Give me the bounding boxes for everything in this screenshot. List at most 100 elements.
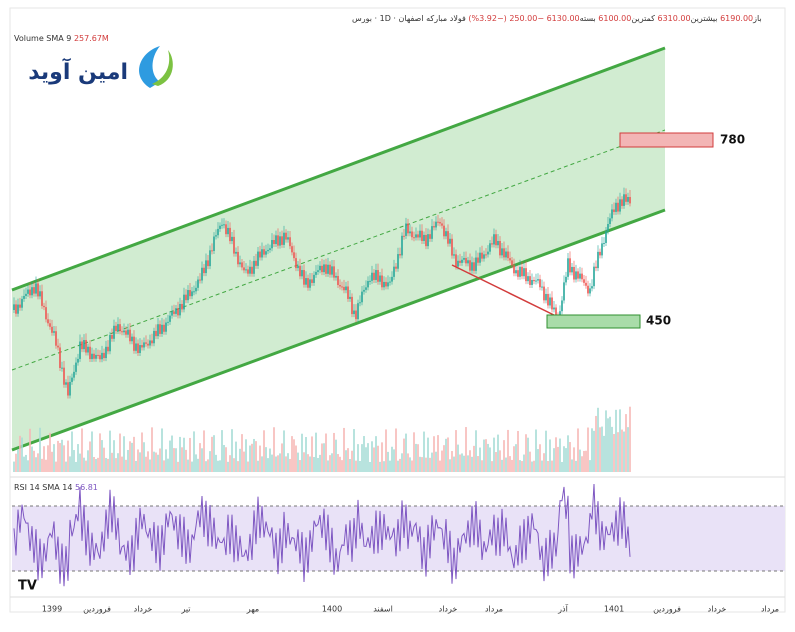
candle-body <box>291 246 293 253</box>
volume-bar <box>501 459 503 472</box>
candle-body <box>397 254 399 269</box>
candle-body <box>91 353 93 360</box>
volume-bar <box>597 407 599 472</box>
volume-bar <box>253 438 255 472</box>
candle-body <box>519 266 521 277</box>
candle-body <box>333 266 335 278</box>
volume-bar <box>341 460 343 472</box>
x-tick-label: خرداد <box>439 605 458 614</box>
candle-body <box>555 307 557 320</box>
candle-body <box>481 252 483 259</box>
volume-bar <box>513 446 515 472</box>
volume-bar <box>303 452 305 472</box>
candle-body <box>613 209 615 212</box>
candle-body <box>591 286 593 289</box>
volume-bar <box>27 460 29 472</box>
candle-body <box>273 240 275 244</box>
header-item: بیشترین <box>691 14 718 23</box>
volume-bar <box>359 460 361 472</box>
candle-body <box>233 236 235 254</box>
volume-bar <box>447 437 449 472</box>
volume-bar <box>167 458 169 472</box>
volume-bar <box>555 437 557 472</box>
candle-body <box>619 199 621 212</box>
volume-bar <box>289 458 291 472</box>
candle-body <box>251 266 253 274</box>
candle-body <box>459 260 461 263</box>
candle-body <box>567 258 569 277</box>
volume-bar <box>625 414 627 472</box>
candle-body <box>371 272 373 281</box>
candle-body <box>59 347 61 368</box>
candle-body <box>125 330 127 335</box>
volume-bar <box>15 453 17 472</box>
candle-body <box>611 209 613 219</box>
volume-bar <box>433 436 435 472</box>
volume-bar <box>481 460 483 472</box>
candle-body <box>457 260 459 267</box>
candle-body <box>603 242 605 244</box>
candle-body <box>469 260 471 271</box>
candle-body <box>451 238 453 256</box>
volume-bar <box>423 431 425 472</box>
volume-bar <box>19 435 21 472</box>
volume-bar <box>595 415 597 472</box>
header-value: 6130.00 <box>547 14 580 23</box>
candle-body <box>539 279 541 288</box>
candle-body <box>491 243 493 245</box>
candle-body <box>163 324 165 332</box>
candle-body <box>357 303 359 320</box>
candle-body <box>151 340 153 344</box>
volume-bar <box>413 432 415 472</box>
candle-body <box>623 194 625 206</box>
volume-bar <box>301 433 303 472</box>
volume-bar <box>299 460 301 472</box>
candle-body <box>231 236 233 242</box>
volume-bar <box>149 459 151 472</box>
volume-bar <box>115 458 117 472</box>
volume-bar <box>387 451 389 472</box>
volume-bar <box>143 442 145 472</box>
volume-bar <box>251 443 253 472</box>
volume-bar <box>225 447 227 472</box>
candle-body <box>165 322 167 332</box>
volume-bar <box>425 457 427 472</box>
volume-bar <box>431 452 433 472</box>
candle-body <box>369 280 371 282</box>
candle-body <box>47 319 49 324</box>
volume-bar <box>213 435 215 472</box>
volume-bar <box>495 452 497 472</box>
candle-body <box>43 305 45 308</box>
volume-bar <box>409 457 411 472</box>
volume-bar <box>379 461 381 472</box>
candle-body <box>243 267 245 271</box>
candle-body <box>215 235 217 237</box>
candle-body <box>507 251 509 259</box>
volume-bar <box>487 443 489 472</box>
volume-bar <box>55 461 57 472</box>
candle-body <box>437 221 439 223</box>
x-tick-label: مرداد <box>485 605 503 614</box>
volume-bar <box>587 427 589 472</box>
candle-body <box>433 226 435 228</box>
candle-body <box>449 238 451 244</box>
candle-body <box>511 260 513 266</box>
candle-body <box>67 382 69 396</box>
volume-bar <box>255 441 257 472</box>
candle-body <box>435 221 437 228</box>
volume-bar <box>247 461 249 472</box>
candle-body <box>245 269 247 271</box>
volume-bar <box>353 429 355 472</box>
candle-body <box>629 197 631 204</box>
candle-body <box>525 268 527 282</box>
volume-bar <box>583 450 585 472</box>
candle-body <box>247 269 249 274</box>
volume-bar <box>43 446 45 472</box>
volume-bar <box>461 453 463 472</box>
volume-bar <box>381 442 383 472</box>
candle-body <box>299 265 301 277</box>
volume-bar <box>265 447 267 472</box>
candle-body <box>503 248 505 258</box>
candle-body <box>39 291 41 297</box>
volume-bar <box>521 461 523 472</box>
